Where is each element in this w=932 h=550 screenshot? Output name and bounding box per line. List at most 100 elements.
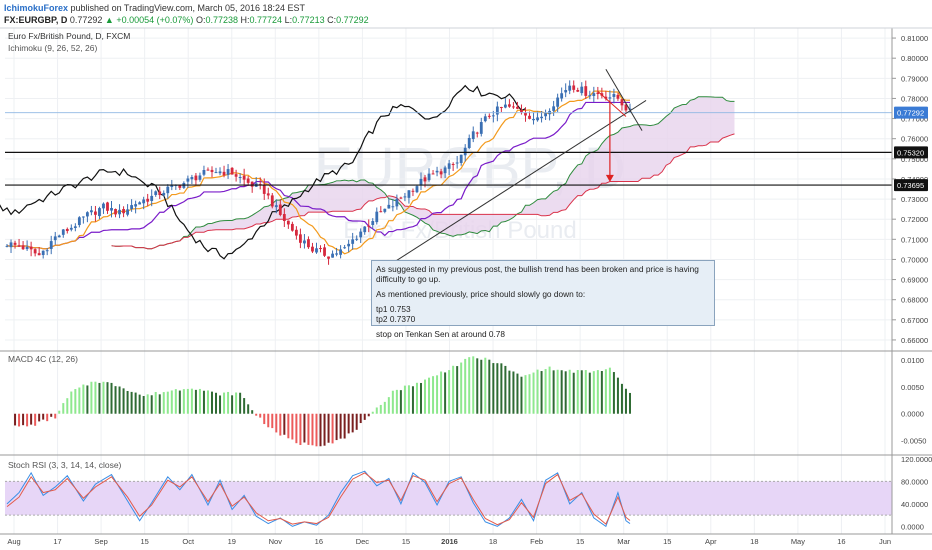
candle-body <box>194 175 198 181</box>
candle-body <box>210 169 214 173</box>
macd-bar <box>580 370 583 414</box>
macd-bar <box>432 376 435 414</box>
macd-bar <box>315 413 318 447</box>
ohlc-low: 0.77213 <box>292 15 325 25</box>
candle-body <box>552 106 556 111</box>
ichimoku-legend[interactable]: Ichimoku (9, 26, 52, 26) <box>8 43 97 53</box>
macd-bar <box>584 370 587 414</box>
macd-bar <box>355 413 358 430</box>
macd-bar <box>419 382 422 414</box>
author-link[interactable]: IchimokuForex <box>4 3 69 13</box>
macd-bar <box>174 389 177 414</box>
candle-body <box>69 227 73 230</box>
macd-bar <box>90 381 93 414</box>
macd-legend[interactable]: MACD 4C (12, 26) <box>8 354 78 364</box>
macd-bar <box>536 369 539 414</box>
candle-body <box>5 245 9 247</box>
candle-body <box>499 107 503 109</box>
candle-body <box>495 106 499 115</box>
candle-body <box>303 240 306 244</box>
y-tick-label: 0.70000 <box>901 255 928 264</box>
macd-bar <box>436 375 439 414</box>
macd-bar <box>415 382 418 414</box>
ohlc-low-label: L: <box>284 15 293 25</box>
macd-bar <box>319 413 322 447</box>
macd-bar <box>375 407 378 414</box>
candle-body <box>278 204 282 215</box>
macd-bar <box>118 386 121 414</box>
candle-body <box>371 221 375 225</box>
ohlc-close: 0.77292 <box>336 15 369 25</box>
macd-bar <box>202 390 205 414</box>
target-arrowhead-icon <box>605 174 614 182</box>
macd-bar <box>227 391 230 414</box>
stoch-tick-label: 80.0000 <box>901 477 928 486</box>
candle-body <box>154 191 158 195</box>
candle-body <box>335 253 338 255</box>
ohlc-open: 0.77238 <box>205 15 238 25</box>
candle-body <box>134 204 138 207</box>
analysis-note[interactable]: As suggested in my previous post, the bu… <box>371 260 715 339</box>
candle-body <box>266 193 270 196</box>
macd-bar <box>492 363 495 414</box>
macd-bar <box>343 413 346 439</box>
candle-body <box>85 212 89 217</box>
macd-bar <box>122 388 125 414</box>
macd-bar <box>170 390 173 414</box>
senkou-span-b <box>111 133 735 250</box>
macd-bar <box>239 392 242 414</box>
candle-body <box>274 205 278 208</box>
x-tick-label: Jun <box>879 537 891 546</box>
macd-bar <box>275 413 278 433</box>
candle-body <box>516 106 519 109</box>
macd-bar <box>572 372 575 414</box>
y-tick-label: 0.73000 <box>901 195 928 204</box>
x-tick-label: 18 <box>750 537 758 546</box>
candle-body <box>290 223 294 231</box>
candle-body <box>447 163 451 169</box>
macd-bar <box>98 382 101 414</box>
candle-body <box>138 202 142 205</box>
stoch-legend[interactable]: Stoch RSI (3, 3, 14, 14, close) <box>8 460 122 470</box>
macd-bar <box>271 413 274 429</box>
x-tick-label: Oct <box>182 537 195 546</box>
candle-body <box>299 234 302 243</box>
macd-bar <box>331 413 334 444</box>
note-tp2: tp2 0.7370 <box>376 314 416 324</box>
macd-bar <box>488 359 491 414</box>
macd-bar <box>335 413 338 441</box>
macd-bar <box>223 392 226 414</box>
macd-bar <box>424 379 427 414</box>
macd-bar <box>206 390 209 414</box>
macd-bar <box>616 377 619 414</box>
macd-tick-label: 0.0100 <box>901 356 924 365</box>
candle-body <box>315 248 318 253</box>
candle-body <box>419 178 423 185</box>
macd-bar <box>323 413 326 446</box>
macd-bar <box>387 397 390 414</box>
candle-body <box>608 97 612 99</box>
red-arrow <box>597 91 627 117</box>
candle-body <box>620 99 624 106</box>
candle-body <box>25 246 29 250</box>
macd-bar <box>444 372 447 414</box>
macd-bar <box>592 371 595 414</box>
candle-body <box>77 217 81 226</box>
macd-bar <box>520 376 523 414</box>
macd-bar <box>247 404 250 414</box>
candle-body <box>423 177 427 182</box>
macd-bar <box>540 371 543 414</box>
macd-bar <box>62 403 65 414</box>
macd-bar <box>588 372 591 414</box>
note-stop: stop on Tenkan Sen at around 0.78 <box>376 329 506 339</box>
candle-body <box>411 190 415 192</box>
macd-bar <box>339 413 342 439</box>
candle-body <box>564 90 568 93</box>
x-tick-label: 16 <box>315 537 323 546</box>
macd-bar <box>70 391 73 414</box>
macd-bar <box>359 413 362 424</box>
y-tick-label: 0.66000 <box>901 336 928 345</box>
y-tick-label: 0.72000 <box>901 215 928 224</box>
macd-bar <box>219 395 222 414</box>
